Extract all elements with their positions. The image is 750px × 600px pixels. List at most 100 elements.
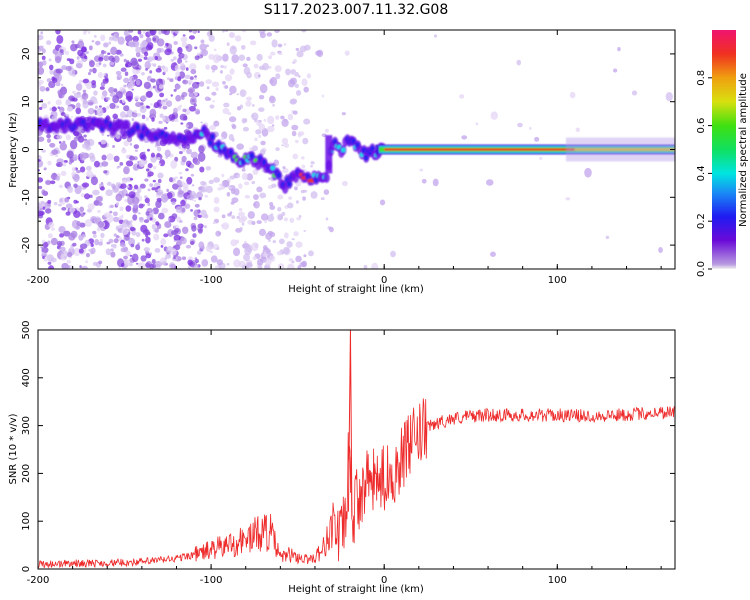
noise-blob bbox=[110, 46, 118, 56]
noise-blob bbox=[93, 34, 97, 38]
noise-blob bbox=[291, 238, 295, 241]
noise-blob bbox=[236, 174, 241, 178]
noise-blob bbox=[243, 253, 250, 262]
noise-blob bbox=[197, 228, 203, 234]
noise-blob bbox=[241, 117, 247, 124]
noise-blob bbox=[379, 199, 386, 206]
noise-blob bbox=[145, 37, 152, 43]
noise-blob bbox=[156, 47, 162, 54]
noise-blob bbox=[147, 56, 153, 62]
noise-blob bbox=[79, 265, 82, 269]
noise-blob bbox=[228, 186, 232, 189]
noise-blob bbox=[155, 68, 162, 73]
noise-blob bbox=[128, 75, 135, 83]
noise-blob bbox=[266, 32, 273, 37]
noise-blob bbox=[145, 116, 150, 122]
noise-blob bbox=[238, 54, 246, 61]
noise-blob bbox=[229, 92, 233, 96]
noise-blob bbox=[99, 86, 105, 90]
noise-blob bbox=[73, 173, 80, 183]
noise-blob bbox=[121, 148, 127, 154]
noise-blob bbox=[157, 185, 161, 189]
noise-blob bbox=[103, 73, 106, 76]
noise-blob bbox=[166, 188, 169, 193]
noise-blob bbox=[261, 128, 269, 137]
noise-blob bbox=[80, 213, 84, 218]
noise-blob bbox=[213, 120, 220, 127]
noise-blob bbox=[125, 205, 132, 212]
noise-blob bbox=[73, 210, 81, 219]
noise-blob bbox=[103, 170, 108, 174]
noise-blob bbox=[193, 216, 198, 221]
noise-blob bbox=[66, 150, 74, 159]
noise-blob bbox=[308, 250, 314, 257]
noise-blob bbox=[87, 203, 95, 210]
noise-blob bbox=[259, 192, 267, 199]
noise-blob bbox=[236, 143, 244, 150]
ridge-core bbox=[363, 154, 369, 161]
noise-blob bbox=[82, 100, 89, 109]
noise-blob bbox=[270, 51, 276, 56]
noise-blob bbox=[135, 262, 139, 265]
noise-blob bbox=[145, 67, 148, 71]
noise-blob bbox=[119, 242, 126, 248]
noise-blob bbox=[275, 115, 280, 120]
colorbar-gradient bbox=[712, 30, 736, 269]
spectrogram-frame bbox=[37, 29, 676, 270]
noise-blob bbox=[238, 217, 246, 223]
noise-blob bbox=[158, 120, 163, 124]
noise-blob bbox=[93, 90, 98, 96]
noise-blob bbox=[371, 262, 379, 269]
noise-blob bbox=[85, 260, 88, 264]
noise-blob bbox=[274, 65, 282, 73]
noise-blob bbox=[179, 62, 185, 67]
noise-blob bbox=[268, 95, 276, 104]
noise-blob bbox=[101, 161, 109, 167]
noise-blob bbox=[79, 222, 86, 228]
noise-blob bbox=[69, 58, 75, 65]
noise-blob bbox=[302, 137, 309, 145]
noise-blob bbox=[197, 152, 206, 162]
noise-blob bbox=[260, 213, 269, 221]
noise-blob bbox=[41, 102, 48, 109]
noise-blob bbox=[181, 155, 187, 163]
noise-blob bbox=[223, 65, 227, 69]
noise-blob bbox=[71, 40, 75, 44]
noise-blob bbox=[122, 266, 127, 269]
noise-blob bbox=[177, 57, 183, 65]
noise-blob bbox=[605, 235, 610, 240]
colorbar-ticks: 0.0 0.2 0.4 0.6 0.8 bbox=[696, 70, 712, 277]
noise-blob bbox=[179, 113, 188, 121]
ridge-band bbox=[124, 119, 131, 130]
noise-blob bbox=[433, 34, 437, 38]
noise-blob bbox=[251, 112, 259, 121]
noise-blob bbox=[84, 193, 91, 200]
noise-blob bbox=[53, 72, 57, 76]
noise-blob bbox=[158, 84, 164, 89]
noise-blob bbox=[204, 194, 209, 198]
noise-blob bbox=[185, 124, 189, 128]
noise-blob bbox=[67, 251, 73, 258]
noise-blob bbox=[189, 88, 194, 93]
noise-blob bbox=[113, 55, 120, 63]
noise-blob bbox=[186, 176, 193, 185]
noise-blob bbox=[138, 203, 144, 209]
colorbar-tick-label: 0.4 bbox=[696, 165, 707, 181]
noise-blob bbox=[189, 163, 195, 169]
noise-blob bbox=[180, 199, 186, 207]
noise-blob bbox=[141, 71, 145, 76]
noise-blob bbox=[194, 55, 200, 61]
noise-blob bbox=[177, 76, 182, 82]
noise-blob bbox=[143, 195, 148, 199]
noise-blob bbox=[269, 205, 276, 210]
noise-blob bbox=[220, 65, 225, 69]
noise-blob bbox=[92, 234, 97, 238]
ridge-peak bbox=[340, 147, 346, 153]
noise-blob bbox=[38, 159, 41, 162]
noise-blob bbox=[133, 165, 138, 170]
noise-blob bbox=[293, 58, 297, 64]
noise-blob bbox=[190, 151, 198, 159]
noise-blob bbox=[164, 149, 171, 158]
noise-blob bbox=[229, 68, 235, 75]
noise-blob bbox=[208, 179, 214, 185]
